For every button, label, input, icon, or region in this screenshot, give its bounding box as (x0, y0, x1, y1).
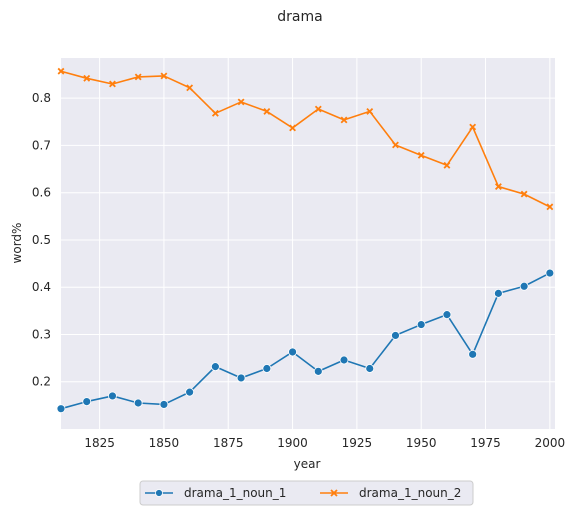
data-point-drama-1-noun-1-1900 (288, 347, 297, 357)
legend-marker-drama-1-noun-1 (155, 489, 163, 497)
data-point-drama-1-noun-1-1870 (210, 362, 220, 372)
x-tick-label-1850: 1850 (149, 436, 180, 450)
data-point-drama-1-noun-2-1820 (83, 74, 91, 82)
data-point-drama-1-noun-1-1910 (313, 366, 323, 376)
x-tick-label-1825: 1825 (84, 436, 115, 450)
data-point-drama-1-noun-1-1830 (108, 391, 117, 401)
data-point-drama-1-noun-1-1820 (82, 397, 92, 406)
data-point-drama-1-noun-1-1990 (519, 281, 529, 291)
y-tick-label-0.8: 0.8 (32, 91, 51, 105)
chart-title: drama (277, 9, 322, 25)
data-point-drama-1-noun-1-1840 (133, 398, 143, 408)
data-point-drama-1-noun-2-1990 (520, 190, 528, 198)
x-tick-label-1875: 1875 (213, 436, 244, 450)
grid-lines (61, 58, 555, 429)
y-tick-label-0.4: 0.4 (32, 280, 51, 294)
data-point-drama-1-noun-1-1970 (468, 349, 478, 359)
x-tick-label-1925: 1925 (342, 436, 373, 450)
y-tick-label-0.2: 0.2 (32, 375, 51, 389)
data-point-drama-1-noun-1-1850 (159, 400, 169, 409)
legend: drama_1_noun_1 drama_1_noun_2 (139, 480, 474, 506)
x-axis-label: year (294, 457, 321, 471)
data-point-drama-1-noun-1-1940 (391, 331, 400, 340)
data-point-drama-1-noun-1-1860 (185, 387, 195, 397)
data-point-drama-1-noun-1-2000 (545, 268, 555, 278)
data-point-drama-1-noun-2-1950 (417, 151, 425, 159)
legend-box (139, 480, 474, 506)
data-point-drama-1-noun-1-1890 (262, 364, 272, 373)
legend-label-drama-1-noun-1: drama_1_noun_1 (184, 486, 286, 500)
data-point-drama-1-noun-2-1910 (314, 105, 322, 113)
data-series (56, 67, 555, 414)
data-point-drama-1-noun-1-1920 (339, 355, 349, 365)
x-tick-label-1950: 1950 (406, 436, 437, 450)
legend-label-drama-1-noun-2: drama_1_noun_2 (359, 486, 461, 500)
data-point-drama-1-noun-2-1870 (211, 109, 219, 117)
tick-labels: 1825 1850 1875 1900 1925 1950 1975 2000 0.2 0.3 0.… (32, 91, 565, 450)
data-point-drama-1-noun-2-1890 (263, 107, 271, 115)
x-tick-label-2000: 2000 (535, 436, 566, 450)
data-point-drama-1-noun-2-1930 (366, 107, 374, 115)
data-point-drama-1-noun-2-1920 (340, 116, 348, 124)
data-point-drama-1-noun-2-1850 (160, 72, 168, 80)
data-point-drama-1-noun-2-1810 (57, 67, 65, 75)
data-point-drama-1-noun-1-1980 (493, 288, 503, 298)
data-point-drama-1-noun-2-1970 (469, 123, 477, 131)
data-point-drama-1-noun-2-1860 (186, 84, 194, 92)
data-point-drama-1-noun-2-1840 (134, 73, 142, 81)
x-tick-label-1900: 1900 (277, 436, 308, 450)
data-point-drama-1-noun-2-2000 (546, 203, 554, 211)
y-tick-label-0.7: 0.7 (32, 138, 51, 152)
data-point-drama-1-noun-1-1960 (442, 310, 452, 320)
series-line-drama-1-noun-2 (60, 70, 551, 208)
data-point-drama-1-noun-1-1930 (365, 364, 375, 373)
y-tick-label-0.3: 0.3 (32, 327, 51, 341)
y-axis-label: word% (10, 223, 24, 264)
y-tick-label-0.5: 0.5 (32, 233, 51, 247)
x-tick-label-1975: 1975 (470, 436, 501, 450)
data-point-drama-1-noun-1-1810 (56, 404, 66, 414)
data-point-drama-1-noun-2-1830 (109, 80, 116, 88)
plot-area (61, 58, 555, 429)
data-point-drama-1-noun-2-1880 (237, 98, 245, 106)
data-point-drama-1-noun-2-1940 (392, 141, 399, 149)
data-point-drama-1-noun-2-1980 (494, 183, 502, 190)
data-point-drama-1-noun-1-1950 (416, 320, 426, 329)
legend-marker-drama-1-noun-2 (330, 489, 338, 497)
data-point-drama-1-noun-2-1960 (443, 161, 451, 169)
data-point-drama-1-noun-1-1880 (236, 373, 246, 383)
data-point-drama-1-noun-2-1900 (289, 124, 296, 132)
y-tick-label-0.6: 0.6 (32, 186, 51, 200)
